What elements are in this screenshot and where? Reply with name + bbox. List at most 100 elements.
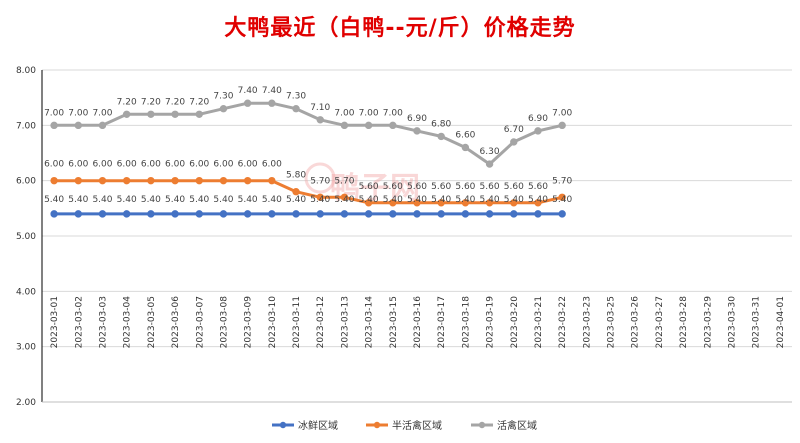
data-label: 5.60 (431, 182, 451, 192)
data-point (510, 199, 518, 207)
data-label: 5.40 (528, 195, 548, 205)
data-point (195, 176, 203, 185)
y-tick-label: 5.00 (16, 232, 36, 242)
data-label: 7.30 (213, 92, 233, 102)
y-tick-label: 4.00 (16, 287, 36, 297)
data-point (74, 121, 82, 130)
data-point (171, 210, 179, 218)
data-point (171, 110, 179, 118)
x-tick-label: 2023-03-01 (50, 296, 60, 348)
data-label: 7.40 (238, 86, 258, 96)
x-tick-label: 2023-03-22 (558, 296, 568, 348)
data-label: 5.60 (383, 182, 403, 192)
legend: 冰鲜区域 半活禽区域 活禽区域 (272, 419, 537, 432)
data-label: 7.00 (383, 108, 403, 118)
data-point (219, 210, 228, 218)
data-label: 7.00 (552, 108, 572, 118)
watermark-logo-icon (304, 162, 336, 194)
data-label: 6.70 (504, 125, 524, 135)
data-label: 5.40 (68, 195, 88, 205)
x-tick-label: 2023-03-30 (728, 296, 738, 349)
data-point (268, 99, 276, 107)
x-tick-label: 2023-03-23 (582, 296, 592, 348)
data-point (485, 160, 494, 168)
data-point (413, 199, 421, 207)
data-label: 6.80 (431, 119, 451, 129)
data-label: 7.00 (92, 108, 112, 118)
x-tick-label: 2023-03-03 (98, 296, 108, 348)
data-label: 6.00 (117, 160, 137, 170)
x-tick-label: 2023-03-07 (195, 296, 205, 348)
data-point (292, 105, 300, 113)
data-point (534, 199, 542, 207)
data-point (340, 121, 349, 130)
x-tick-label: 2023-03-19 (486, 296, 496, 349)
data-point (50, 210, 58, 218)
data-label: 6.00 (68, 160, 88, 170)
data-label: 6.00 (213, 160, 233, 170)
data-label: 6.90 (407, 114, 427, 124)
data-point (413, 127, 421, 135)
data-point (510, 138, 518, 146)
data-label: 6.90 (528, 114, 548, 124)
data-point (122, 110, 131, 118)
legend-label: 活禽区域 (497, 419, 537, 432)
x-tick-label: 2023-03-14 (365, 296, 375, 349)
data-label: 6.00 (238, 160, 258, 170)
data-label: 6.30 (480, 147, 500, 157)
data-point (243, 210, 252, 218)
data-point (510, 210, 518, 218)
series-lines (50, 99, 566, 218)
x-tick-label: 2023-03-25 (607, 296, 617, 348)
data-label: 7.20 (189, 97, 209, 107)
data-point (413, 210, 421, 218)
data-point (389, 199, 397, 207)
data-label: 5.70 (334, 176, 354, 186)
data-point (316, 116, 324, 124)
data-point (122, 176, 131, 185)
data-point (268, 210, 276, 218)
x-tick-label: 2023-03-26 (631, 296, 641, 349)
series-line (54, 179, 563, 205)
y-tick-label: 6.00 (16, 177, 36, 187)
data-label: 6.00 (141, 160, 161, 170)
data-point (243, 99, 252, 107)
y-tick-label: 7.00 (16, 121, 36, 131)
data-point (195, 110, 203, 118)
data-point (437, 132, 445, 141)
data-point (243, 176, 252, 185)
data-point (50, 121, 58, 130)
data-point (147, 176, 155, 185)
data-point (98, 176, 107, 185)
data-label: 7.20 (165, 97, 185, 107)
data-label: 5.60 (528, 182, 548, 192)
x-tick-label: 2023-04-01 (776, 296, 786, 348)
data-point (437, 199, 445, 207)
x-tick-label: 2023-03-16 (413, 296, 423, 349)
legend-marker (373, 421, 381, 429)
data-point (50, 176, 58, 185)
chart-title: 大鸭最近（白鸭--元/斤）价格走势 (224, 16, 576, 41)
data-label: 5.40 (504, 195, 524, 205)
data-label: 6.60 (455, 130, 475, 140)
data-label: 5.40 (213, 195, 233, 205)
data-label: 5.40 (383, 195, 403, 205)
y-tick-label: 8.00 (16, 66, 36, 76)
data-point (340, 210, 349, 218)
data-label: 5.40 (455, 195, 475, 205)
data-label: 5.40 (480, 195, 500, 205)
data-label: 6.00 (262, 160, 282, 170)
x-tick-label: 2023-03-10 (268, 296, 278, 349)
data-point (219, 176, 228, 185)
data-label: 7.10 (310, 103, 330, 113)
data-point (364, 210, 373, 218)
data-point (389, 210, 397, 218)
data-point (461, 143, 470, 152)
legend-label: 半活禽区域 (392, 419, 442, 432)
data-point (292, 188, 300, 196)
data-label: 5.40 (92, 195, 112, 205)
data-label: 7.30 (286, 92, 306, 102)
x-tick-label: 2023-03-11 (292, 296, 302, 348)
data-point (195, 210, 203, 218)
data-label: 7.00 (44, 108, 64, 118)
